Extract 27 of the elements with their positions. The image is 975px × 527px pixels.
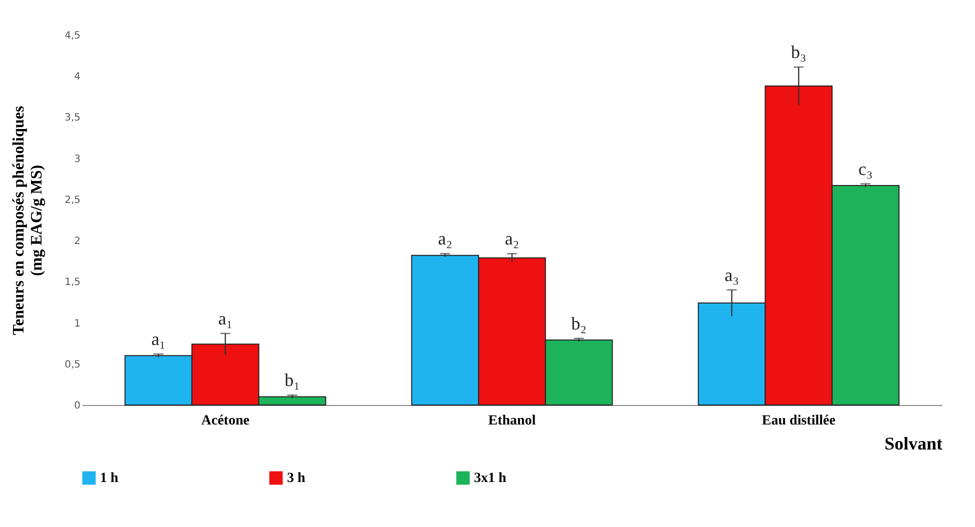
data-label: a₃ bbox=[724, 264, 739, 285]
x-axis-title: Solvant bbox=[884, 434, 942, 454]
y-axis-title: Teneurs en composés phénoliques (mg EAG/g MS) bbox=[10, 106, 46, 336]
data-label: b₃ bbox=[791, 42, 806, 62]
x-tick-label: Ethanol bbox=[488, 414, 536, 428]
y-tick-label: 0,5 bbox=[64, 359, 80, 370]
y-tick-label: 3 bbox=[74, 154, 80, 165]
x-tick-label: Acétone bbox=[201, 414, 250, 428]
y-tick-label: 4,5 bbox=[64, 30, 80, 42]
legend-label: 3 h bbox=[287, 471, 306, 486]
data-label: a₂ bbox=[438, 228, 452, 249]
y-tick-label: 4 bbox=[74, 72, 80, 83]
y-tick-label: 2 bbox=[74, 236, 80, 248]
x-tick-label: Eau distillée bbox=[762, 414, 836, 428]
legend-label: 1 h bbox=[100, 471, 118, 486]
y-tick-label: 0 bbox=[74, 400, 80, 412]
legend-label: 3x1 h bbox=[474, 471, 506, 486]
y-tick-label: 1,5 bbox=[64, 277, 80, 288]
y-tick-label: 2,5 bbox=[64, 194, 80, 206]
data-label: a₁ bbox=[151, 329, 166, 350]
data-label: b₂ bbox=[571, 313, 587, 334]
data-label: a₂ bbox=[504, 228, 520, 249]
data-label: a₁ bbox=[218, 308, 232, 328]
data-label: b₁ bbox=[284, 370, 300, 390]
y-tick-label: 3,5 bbox=[64, 112, 80, 124]
y-tick-label: 1 bbox=[74, 318, 80, 330]
data-label: c₃ bbox=[858, 158, 873, 179]
